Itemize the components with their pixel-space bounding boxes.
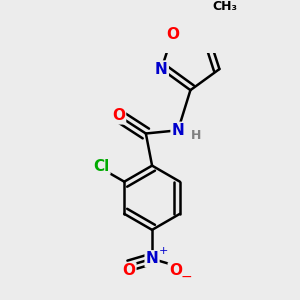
Text: O: O — [169, 263, 182, 278]
Text: CH₃: CH₃ — [213, 0, 238, 13]
Text: N: N — [172, 123, 184, 138]
Text: O: O — [166, 27, 179, 42]
Text: N: N — [155, 61, 168, 76]
Text: O: O — [122, 263, 135, 278]
Text: −: − — [181, 270, 193, 284]
Text: +: + — [159, 246, 168, 256]
Text: Cl: Cl — [93, 159, 110, 174]
Text: O: O — [112, 108, 125, 123]
Text: H: H — [190, 129, 201, 142]
Text: N: N — [146, 251, 158, 266]
